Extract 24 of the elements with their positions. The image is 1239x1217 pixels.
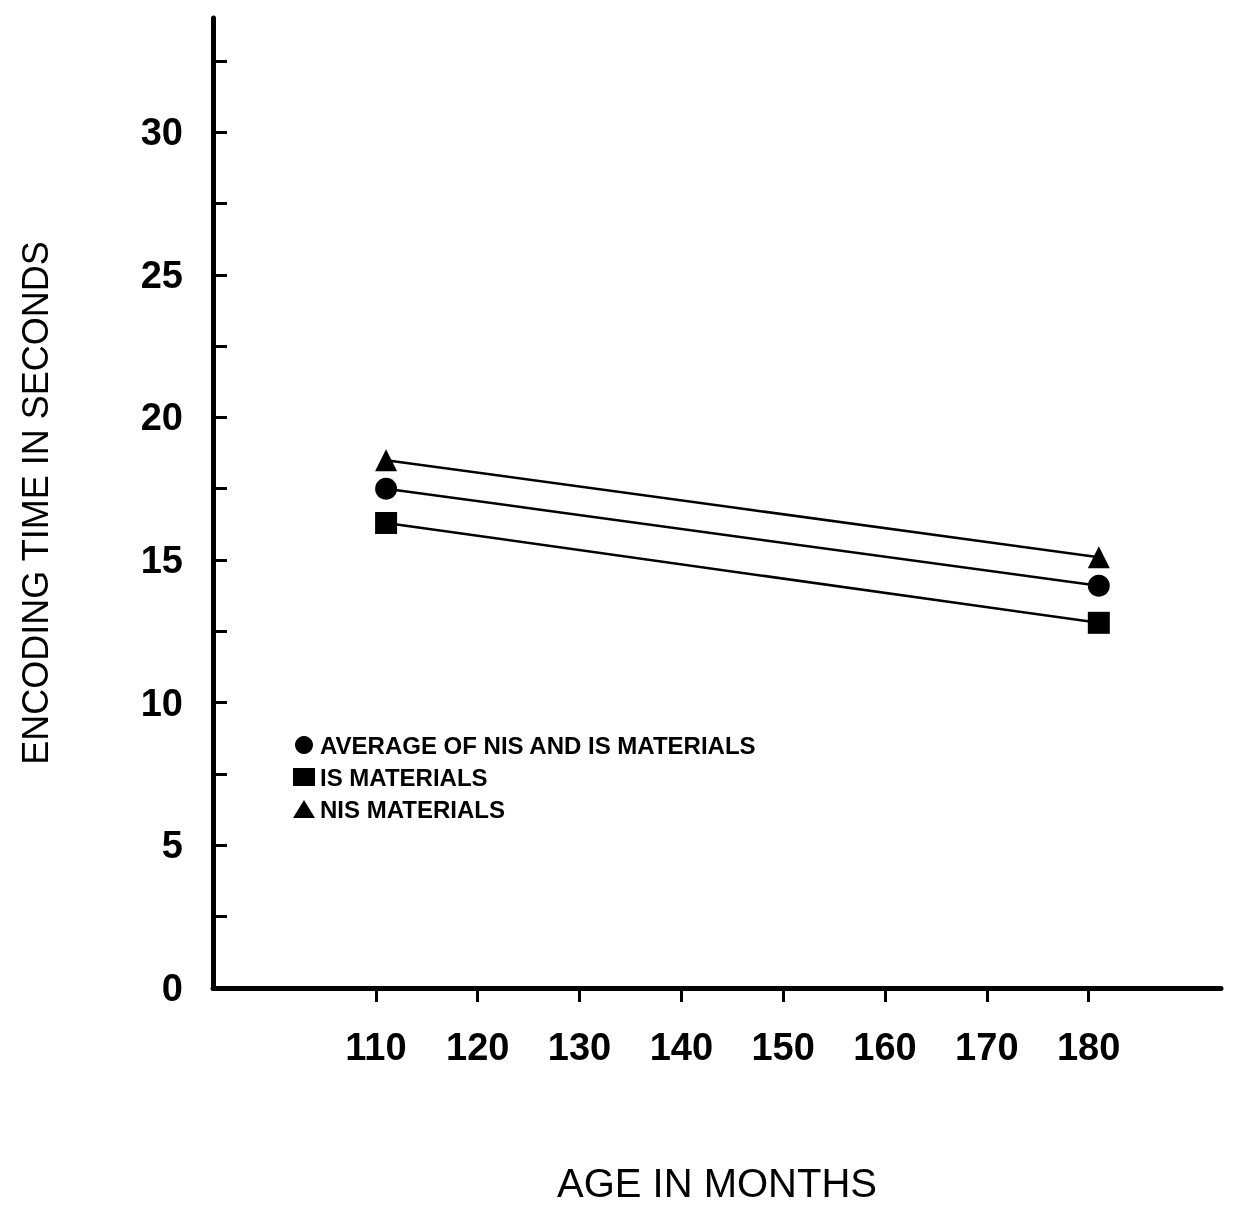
y-tick-label: 10 [140,681,183,724]
x-tick-label: 120 [446,1026,510,1068]
x-tick-label: 130 [547,1026,612,1068]
x-tick-label: 160 [853,1026,917,1068]
x-tick-label: 110 [345,1026,407,1068]
y-tick-label: 30 [140,111,183,154]
point [1087,611,1110,634]
x-axis-title: AGE IN MONTHS [556,1161,878,1205]
y-tick-label: 25 [140,253,183,296]
y-tick-label: 5 [161,824,183,867]
x-tick-label: 140 [649,1026,714,1068]
y-tick-label: 0 [161,967,183,1009]
legend-label: IS MATERIALS [320,763,488,791]
x-tick-label: 170 [955,1026,1019,1068]
y-axis-title: ENCODING TIME IN SECONDS [14,241,56,765]
point [375,477,398,500]
x-tick-label: 150 [751,1026,815,1068]
legend-label: NIS MATERIALS [320,795,505,823]
y-tick-label: 20 [140,396,183,439]
y-tick-label: 15 [140,539,183,582]
point [375,511,398,534]
legend-label: AVERAGE OF NIS AND IS MATERIALS [320,731,756,759]
x-tick-label: 180 [1056,1026,1121,1068]
point [1087,574,1110,597]
